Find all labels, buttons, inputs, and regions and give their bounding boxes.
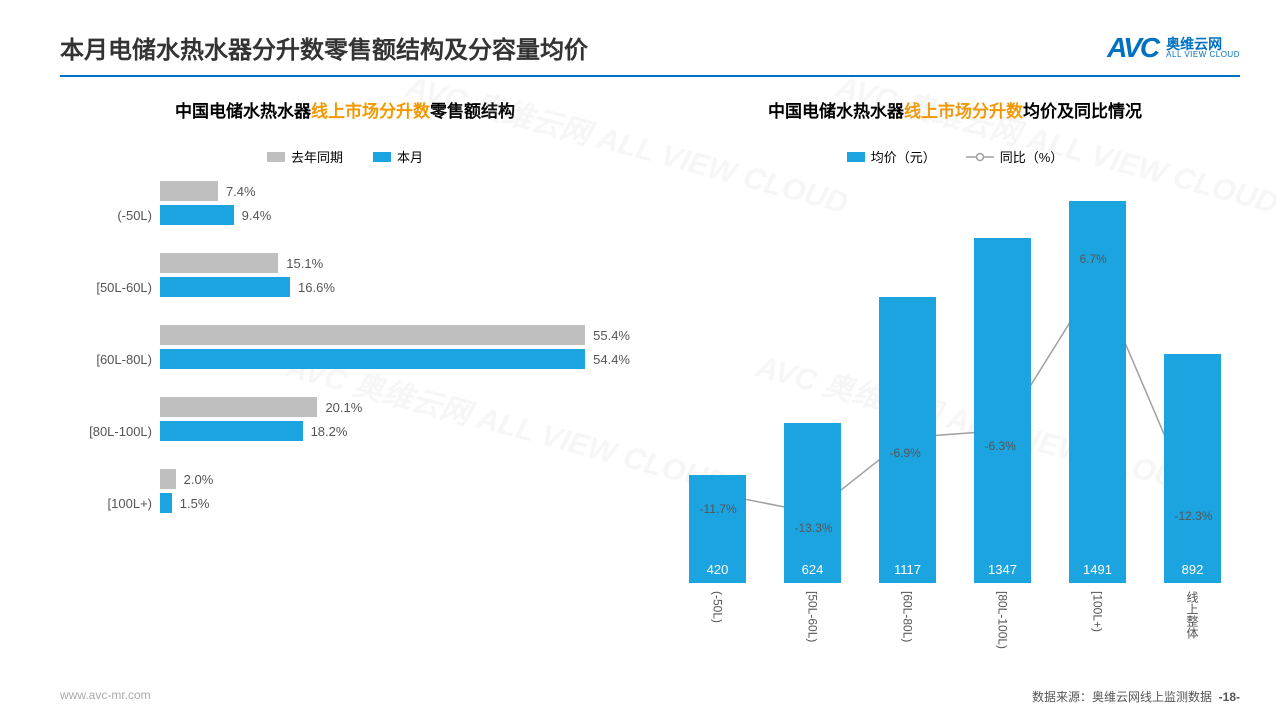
- left-chart: 中国电储水热水器线上市场分升数零售额结构 去年同期 本月 7.4%(-50L)9.…: [60, 97, 630, 651]
- legend-item: 去年同期: [267, 147, 343, 166]
- footer-source: 数据来源：奥维云网线上监测数据 -18-: [1032, 688, 1240, 705]
- combo-column: 892线上整体: [1145, 181, 1240, 651]
- yoy-label: 6.7%: [1080, 252, 1107, 266]
- logo-en: ALL VIEW CLOUD: [1166, 51, 1240, 59]
- yoy-label: -13.3%: [795, 521, 833, 535]
- legend-item: 同比（%）: [966, 147, 1064, 166]
- combo-column: 1117[60L-80L): [860, 181, 955, 651]
- hbar-group: 2.0%[100L+)1.5%: [60, 469, 630, 513]
- left-chart-title: 中国电储水热水器线上市场分升数零售额结构: [60, 97, 630, 122]
- footer: www.avc-mr.com 数据来源：奥维云网线上监测数据 -18-: [0, 688, 1280, 705]
- logo-cn: 奥维云网: [1166, 37, 1240, 51]
- hbar-group: 7.4%(-50L)9.4%: [60, 181, 630, 225]
- left-legend: 去年同期 本月: [60, 147, 630, 166]
- page-title: 本月电储水热水器分升数零售额结构及分容量均价: [60, 30, 588, 65]
- right-legend: 均价（元） 同比（%）: [670, 147, 1240, 166]
- hbar-area: 7.4%(-50L)9.4% 15.1%[50L-60L)16.6% 55.4%[6…: [60, 181, 630, 621]
- hbar-group: 15.1%[50L-60L)16.6%: [60, 253, 630, 297]
- yoy-label: -6.3%: [985, 439, 1016, 453]
- combo-area: 420(-50L)624[50L-60L)1117[60L-80L)1347[8…: [670, 181, 1240, 651]
- right-chart-title: 中国电储水热水器线上市场分升数均价及同比情况: [670, 97, 1240, 122]
- yoy-label: -6.9%: [890, 446, 921, 460]
- hbar-group: 20.1%[80L-100L)18.2%: [60, 397, 630, 441]
- yoy-label: -12.3%: [1175, 509, 1213, 523]
- yoy-label: -11.7%: [700, 502, 737, 516]
- footer-url: www.avc-mr.com: [60, 688, 151, 705]
- right-chart: 中国电储水热水器线上市场分升数均价及同比情况 均价（元） 同比（%） 420(-5…: [670, 97, 1240, 651]
- legend-item: 本月: [373, 147, 423, 166]
- header: 本月电储水热水器分升数零售额结构及分容量均价 AVC 奥维云网 ALL VIEW…: [0, 0, 1280, 75]
- logo: AVC 奥维云网 ALL VIEW CLOUD: [1107, 32, 1240, 64]
- title-divider: [60, 75, 1240, 77]
- logo-mark: AVC: [1107, 32, 1158, 64]
- legend-item: 均价（元）: [847, 147, 936, 166]
- combo-column: 420(-50L): [670, 181, 765, 651]
- combo-column: 624[50L-60L): [765, 181, 860, 651]
- combo-column: 1347[80L-100L): [955, 181, 1050, 651]
- hbar-group: 55.4%[60L-80L)54.4%: [60, 325, 630, 369]
